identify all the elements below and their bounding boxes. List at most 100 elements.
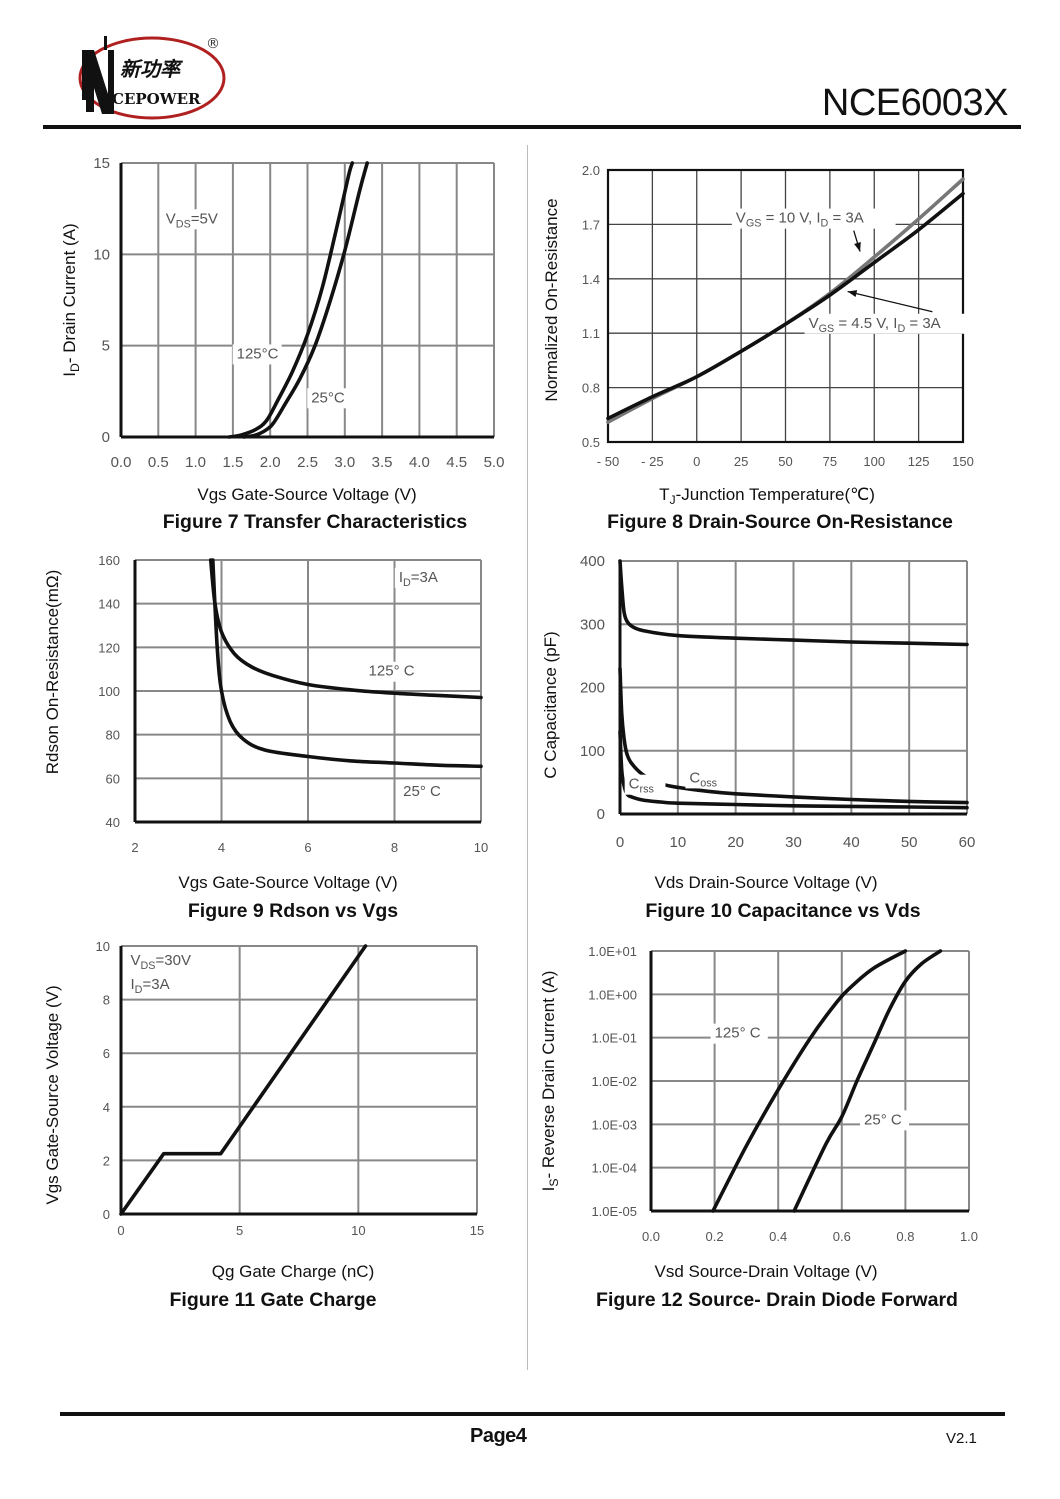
y-axis-title: IS​- Reverse Drain Current (A) (539, 971, 561, 1192)
y-tick-label: 0 (103, 1207, 110, 1222)
x-tick-label: 1.0 (185, 454, 206, 471)
annotation-background (804, 313, 977, 334)
y-tick-label: 0.8 (582, 381, 600, 396)
series-line-125-c (711, 949, 908, 1213)
series-line-25-c (792, 949, 943, 1213)
y-tick-label: 1.0E-02 (591, 1074, 637, 1089)
annotation-label: 25° C (403, 783, 441, 800)
y-tick-label: 160 (98, 553, 120, 568)
y-tick-label: 40 (106, 815, 120, 830)
registered-mark: ® (206, 36, 220, 52)
series-line-25-c (242, 161, 369, 439)
x-tick-label: - 25 (641, 454, 663, 469)
x-tick-label: 0 (693, 454, 700, 469)
x-tick-label: 3.0 (334, 454, 355, 471)
x-tick-label: 1.5 (222, 454, 243, 471)
y-tick-label: 1.0E-01 (591, 1031, 637, 1046)
nce-power-logo: 新功率 CEPOWER ® (68, 30, 228, 122)
arrowhead-icon (847, 290, 858, 297)
y-tick-label: 10 (93, 246, 110, 263)
figure-title: Figure 8 Drain-Source On-Resistance (607, 511, 953, 533)
x-tick-label: 5 (236, 1223, 243, 1238)
x-tick-label: 4.0 (409, 454, 430, 471)
series-line-crss (618, 730, 969, 810)
x-tick-label: 4.5 (446, 454, 467, 471)
y-tick-label: 1.0E+01 (588, 944, 637, 959)
x-tick-label: 50 (901, 834, 918, 851)
annotation-label: VDS​=30V (130, 952, 190, 972)
annotation-background (364, 661, 422, 682)
annotation-label: VDS​=5V (166, 210, 218, 230)
annotation-label: 25°C (311, 389, 345, 406)
header-rule (43, 125, 1021, 129)
annotation-label: 125° C (715, 1025, 761, 1042)
x-tick-label: 3.5 (372, 454, 393, 471)
x-tick-label: 10 (669, 834, 686, 851)
x-tick-label: 0 (117, 1223, 124, 1238)
x-tick-label: 0.6 (833, 1229, 851, 1244)
y-axis-title: ID​- Drain Current (A) (60, 223, 82, 376)
x-tick-label: 25 (734, 454, 748, 469)
chart-fig10: 0 10 20 30 40 50 60 0 100 200 300 400 Crss​ Coss​ Vds … (541, 553, 975, 922)
series-line-vgs (119, 944, 368, 1216)
series-line-coss (618, 666, 969, 805)
y-axis-title: Normalized On-Resistance (542, 198, 561, 401)
y-tick-label: 5 (102, 338, 110, 355)
x-tick-label: 60 (959, 834, 976, 851)
y-tick-label: 10 (96, 939, 110, 954)
series-line-vgs-4-5-v-id-3a (606, 191, 965, 421)
x-tick-label: 0 (616, 834, 624, 851)
version-label: V2.1 (946, 1430, 977, 1447)
x-tick-label: 2.5 (297, 454, 318, 471)
annotation-label: 125° C (369, 663, 415, 680)
x-axis-title: Vds Drain-Source Voltage (V) (655, 873, 878, 892)
annotation-label: VGS​ = 4.5 V, ID​ = 3A (809, 315, 941, 335)
y-tick-label: 15 (93, 155, 110, 172)
y-tick-label: 1.4 (582, 272, 600, 287)
chart-fig12: 0.0 0.2 0.4 0.6 0.8 1.0 1.0E-05 1.0E-04 1.0E-03 1… (539, 944, 978, 1311)
x-tick-label: 1.0 (960, 1229, 978, 1244)
x-axis-title: Qg Gate Charge (nC) (212, 1262, 375, 1281)
y-tick-label: 2 (103, 1153, 110, 1168)
chart-fig8: - 50 - 25 0 25 50 75 100 125 150 0.5 0.8 1.1 1.4 1.7 2… (542, 163, 977, 533)
y-tick-label: 1.1 (582, 326, 600, 341)
annotation-label: Coss​ (689, 769, 717, 789)
x-axis-title: Vgs Gate-Source Voltage (V) (178, 873, 397, 892)
series-line-125-c (227, 161, 355, 439)
y-tick-label: 80 (106, 728, 120, 743)
y-tick-label: 0.5 (582, 435, 600, 450)
x-axis-title: TJ​-Junction Temperature(℃) (659, 485, 875, 507)
y-tick-label: 140 (98, 597, 120, 612)
y-tick-label: 0 (102, 429, 110, 446)
plot-frame (606, 168, 965, 444)
y-tick-label: 8 (103, 993, 110, 1008)
annotation-background (307, 388, 349, 409)
annotation-label: 125°C (237, 345, 279, 362)
figure-title: Figure 7 Transfer Characteristics (163, 511, 468, 533)
x-tick-label: - 50 (597, 454, 619, 469)
annotation-label: 25° C (864, 1111, 902, 1128)
x-tick-label: 2.0 (260, 454, 281, 471)
y-tick-label: 1.0E-03 (591, 1117, 637, 1132)
figure-title: Figure 11 Gate Charge (170, 1289, 377, 1311)
x-tick-label: 5.0 (484, 454, 505, 471)
x-tick-label: 0.4 (769, 1229, 787, 1244)
x-tick-label: 6 (304, 840, 311, 855)
chart-fig11: 0 5 10 15 0 2 4 6 8 10 VDS​=30V ID​=3A Qg Gate Charg… (43, 939, 484, 1311)
annotation-background (394, 567, 444, 588)
series-line-125-c (208, 558, 483, 700)
y-tick-label: 100 (580, 743, 605, 760)
y-tick-label: 100 (98, 684, 120, 699)
annotation-label: Crss​ (629, 776, 655, 796)
y-tick-label: 1.7 (582, 217, 600, 232)
y-tick-label: 300 (580, 616, 605, 633)
series-line-ciss (618, 559, 969, 647)
annotation-background (161, 209, 219, 230)
x-tick-label: 0.0 (111, 454, 132, 471)
annotation-background (232, 344, 282, 365)
x-tick-label: 0.5 (148, 454, 169, 471)
part-number: NCE6003X (821, 82, 1009, 124)
page-number: Page4 (470, 1425, 527, 1447)
footer-rule (60, 1412, 1005, 1416)
annotation-background (685, 768, 727, 789)
